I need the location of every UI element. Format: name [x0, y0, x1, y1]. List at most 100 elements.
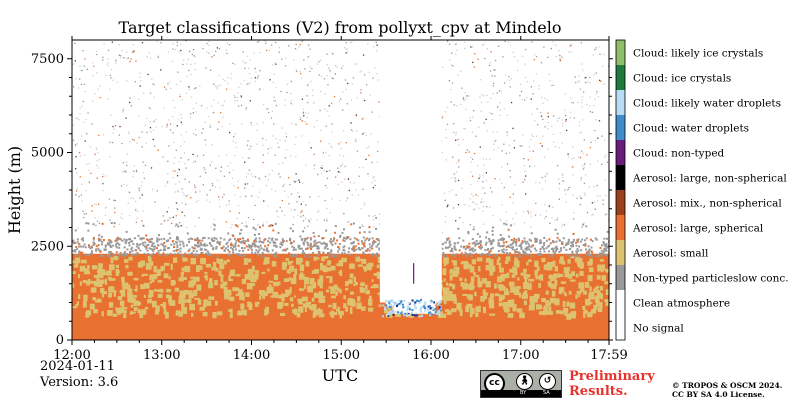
- sparse-signal-cell: [305, 112, 307, 114]
- aerosol-small-cell: [359, 286, 364, 289]
- sparse-signal-cell: [513, 55, 516, 58]
- sparse-signal-cell: [194, 63, 196, 65]
- sparse-signal-cell: [581, 63, 583, 65]
- aerosol-small-cell: [378, 304, 382, 307]
- x-tick-label: 17:00: [502, 348, 539, 363]
- aerosol-small-cell: [168, 276, 171, 280]
- layer-top-cell: [250, 249, 253, 252]
- aerosol-small-cell: [446, 282, 449, 286]
- sparse-signal-cell: [360, 207, 363, 210]
- cc-license-badge[interactable]: cc 🚶︎ ↺ BY SA: [480, 370, 562, 398]
- layer-top-cell: [228, 239, 231, 242]
- sparse-signal-cell: [183, 141, 185, 143]
- layer-top-cell: [605, 249, 608, 252]
- sparse-signal-cell: [302, 214, 305, 217]
- aerosol-small-cell: [137, 308, 140, 314]
- low-cloud-cell: [399, 301, 402, 304]
- sparse-signal-cell: [558, 187, 561, 190]
- sparse-signal-cell: [180, 188, 183, 190]
- sparse-signal-cell: [183, 215, 186, 217]
- layer-top-cell: [231, 247, 234, 250]
- layer-top-cell: [555, 240, 558, 243]
- layer-top-cell: [361, 242, 364, 245]
- legend-label: Cloud: water droplets: [633, 123, 749, 135]
- sparse-signal-cell: [346, 103, 349, 105]
- layer-top-cell: [195, 244, 198, 247]
- sparse-signal-cell: [473, 226, 475, 228]
- layer-top-cell: [242, 249, 245, 252]
- sparse-signal-cell: [132, 175, 134, 178]
- layer-top-cell: [603, 247, 606, 250]
- aerosol-small-cell: [596, 275, 601, 280]
- sparse-signal-cell: [451, 189, 453, 191]
- sparse-signal-cell: [154, 201, 156, 203]
- layer-top-cell: [87, 244, 90, 247]
- low-cloud-cell: [404, 313, 407, 316]
- sparse-signal-cell: [233, 185, 235, 187]
- layer-top-cell: [282, 249, 285, 252]
- sparse-signal-cell: [490, 51, 492, 53]
- sparse-signal-cell: [295, 69, 298, 71]
- sparse-signal-cell: [123, 57, 125, 59]
- low-cloud-cell: [431, 300, 434, 303]
- aerosol-small-cell: [180, 274, 184, 279]
- sparse-signal-cell: [350, 129, 353, 131]
- aerosol-small-cell: [205, 263, 212, 268]
- low-cloud-cell: [406, 314, 409, 317]
- layer-top-cell: [129, 238, 132, 241]
- sparse-signal-cell: [181, 211, 183, 213]
- aerosol-small-cell: [459, 277, 463, 281]
- sparse-signal-cell: [73, 86, 75, 88]
- layer-top-cell: [306, 237, 309, 240]
- sparse-signal-cell: [542, 102, 544, 104]
- layer-top-cell: [517, 239, 520, 242]
- sparse-signal-cell: [75, 156, 77, 158]
- sparse-signal-cell: [547, 56, 549, 59]
- aerosol-small-cell: [170, 280, 175, 286]
- sparse-signal-cell: [547, 115, 549, 118]
- sparse-signal-cell: [298, 196, 301, 198]
- aerosol-small-cell: [191, 312, 194, 317]
- layer-top-cell: [448, 245, 451, 248]
- layer-top-cell: [117, 253, 120, 256]
- aerosol-small-cell: [87, 264, 90, 269]
- sparse-signal-cell: [254, 204, 256, 207]
- sparse-signal-cell: [149, 108, 152, 110]
- sparse-signal-cell: [249, 100, 251, 102]
- sparse-signal-cell: [136, 210, 139, 213]
- aerosol-small-cell: [595, 300, 600, 305]
- sparse-signal-cell: [464, 91, 466, 94]
- sparse-signal-cell: [238, 212, 240, 214]
- layer-top-cell: [110, 241, 113, 244]
- layer-top-cell: [248, 254, 251, 257]
- sparse-signal-cell: [368, 215, 370, 217]
- layer-top-cell: [549, 242, 552, 245]
- layer-top-cell: [339, 234, 342, 237]
- layer-top-cell: [271, 249, 274, 252]
- layer-top-cell: [540, 241, 543, 244]
- sparse-signal-cell: [254, 176, 257, 178]
- sparse-signal-cell: [457, 138, 459, 141]
- layer-top-cell: [507, 228, 510, 231]
- aerosol-small-cell: [564, 271, 570, 278]
- sparse-signal-cell: [517, 60, 519, 62]
- sparse-signal-cell: [486, 94, 488, 97]
- sparse-signal-cell: [576, 197, 578, 199]
- aerosol-small-cell: [460, 261, 463, 265]
- layer-top-cell: [552, 241, 555, 244]
- layer-top-cell: [167, 246, 170, 249]
- sparse-signal-cell: [192, 161, 195, 163]
- layer-top-cell: [371, 247, 374, 250]
- aerosol-small-cell: [562, 301, 566, 308]
- sparse-signal-cell: [522, 181, 524, 183]
- layer-top-cell: [227, 248, 230, 251]
- layer-top-cell: [485, 241, 488, 244]
- layer-top-cell: [173, 246, 176, 249]
- layer-top-cell: [180, 255, 183, 258]
- aerosol-small-cell: [184, 299, 190, 303]
- aerosol-small-cell: [113, 255, 119, 261]
- sparse-signal-cell: [238, 86, 240, 88]
- layer-top-cell: [121, 239, 124, 242]
- layer-top-cell: [577, 249, 580, 252]
- layer-top-cell: [72, 240, 75, 243]
